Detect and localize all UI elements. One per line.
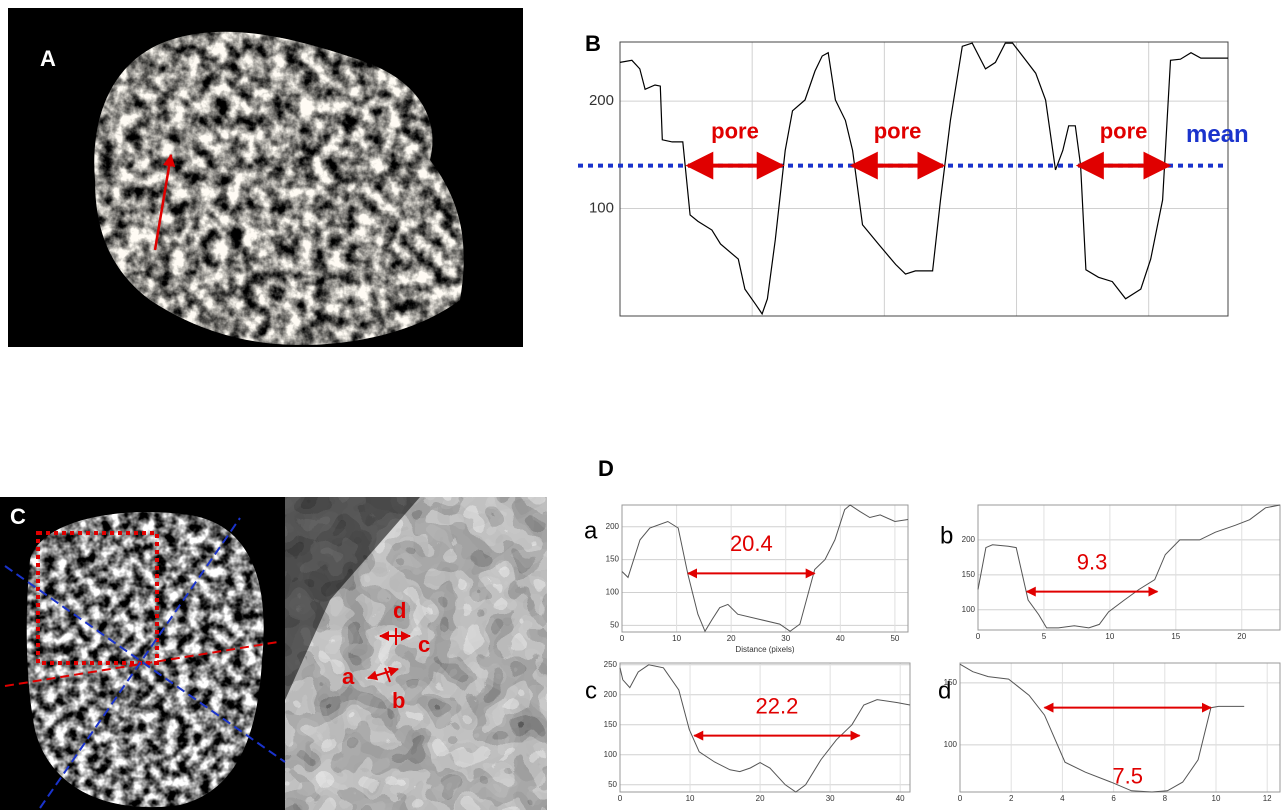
y-tick-label: 50 [610,621,619,630]
x-tick-label: 30 [826,794,835,803]
plot-frame [622,505,908,632]
plot-frame [620,663,910,792]
x-tick-label: 4 [1060,794,1065,803]
image-marker-label: a [342,664,355,689]
y-tick-label: 150 [604,720,618,729]
y-tick-label: 100 [962,605,976,614]
image-marker-label: b [392,688,405,713]
page: ABCDdcab100200meanporeporeporea501001502… [0,0,1285,810]
panel-label: D [598,456,614,481]
y-tick-label: 200 [962,535,976,544]
panel-label: C [10,504,26,529]
x-tick-label: 30 [781,634,790,643]
image-c [0,497,547,810]
measure-label: 22.2 [755,693,798,718]
x-tick-label: 40 [896,794,905,803]
measure-label: pore [711,118,759,143]
y-tick-label: 150 [944,678,958,687]
y-tick-label: 250 [604,660,618,669]
plot-frame [620,42,1228,316]
y-tick-label: 100 [589,200,614,217]
x-tick-label: 0 [618,794,623,803]
y-tick-label: 200 [604,690,618,699]
image-marker-label: c [418,632,430,657]
y-tick-label: 150 [962,570,976,579]
image-a [8,8,523,347]
y-tick-label: 100 [944,740,958,749]
x-tick-label: 10 [1212,794,1221,803]
plot-frame [978,505,1280,630]
y-tick-label: 100 [606,588,620,597]
y-tick-label: 100 [604,750,618,759]
x-tick-label: 6 [1111,794,1116,803]
measure-label: 9.3 [1077,549,1108,574]
panel-label: B [585,31,601,56]
measure-label: pore [1100,118,1148,143]
x-tick-label: 0 [958,794,963,803]
x-tick-label: 12 [1263,794,1272,803]
subpanel-label: a [584,517,598,544]
subpanel-label: c [585,677,597,704]
y-tick-label: 50 [608,780,617,789]
x-tick-label: 10 [1105,632,1114,641]
y-tick-label: 200 [589,92,614,109]
x-tick-label: 2 [1009,794,1014,803]
x-tick-label: 8 [1163,794,1168,803]
x-tick-label: 20 [727,634,736,643]
figure: ABCDdcab100200meanporeporeporea501001502… [0,0,1285,810]
x-tick-label: 40 [836,634,845,643]
x-tick-label: 15 [1171,632,1180,641]
y-tick-label: 200 [606,522,620,531]
x-tick-label: 10 [686,794,695,803]
x-axis-label: Distance (pixels) [735,645,794,654]
mean-label: mean [1186,121,1249,148]
measure-label: 20.4 [730,531,773,556]
x-tick-label: 0 [976,632,981,641]
x-tick-label: 5 [1042,632,1047,641]
x-tick-label: 0 [620,634,625,643]
y-tick-label: 150 [606,555,620,564]
panel-label: A [40,46,56,71]
subpanel-label: b [940,522,953,549]
x-tick-label: 20 [1237,632,1246,641]
x-tick-label: 50 [890,634,899,643]
x-tick-label: 20 [756,794,765,803]
measure-label: pore [874,118,922,143]
measure-label: 7.5 [1112,763,1143,788]
x-tick-label: 10 [672,634,681,643]
image-marker-label: d [393,598,406,623]
